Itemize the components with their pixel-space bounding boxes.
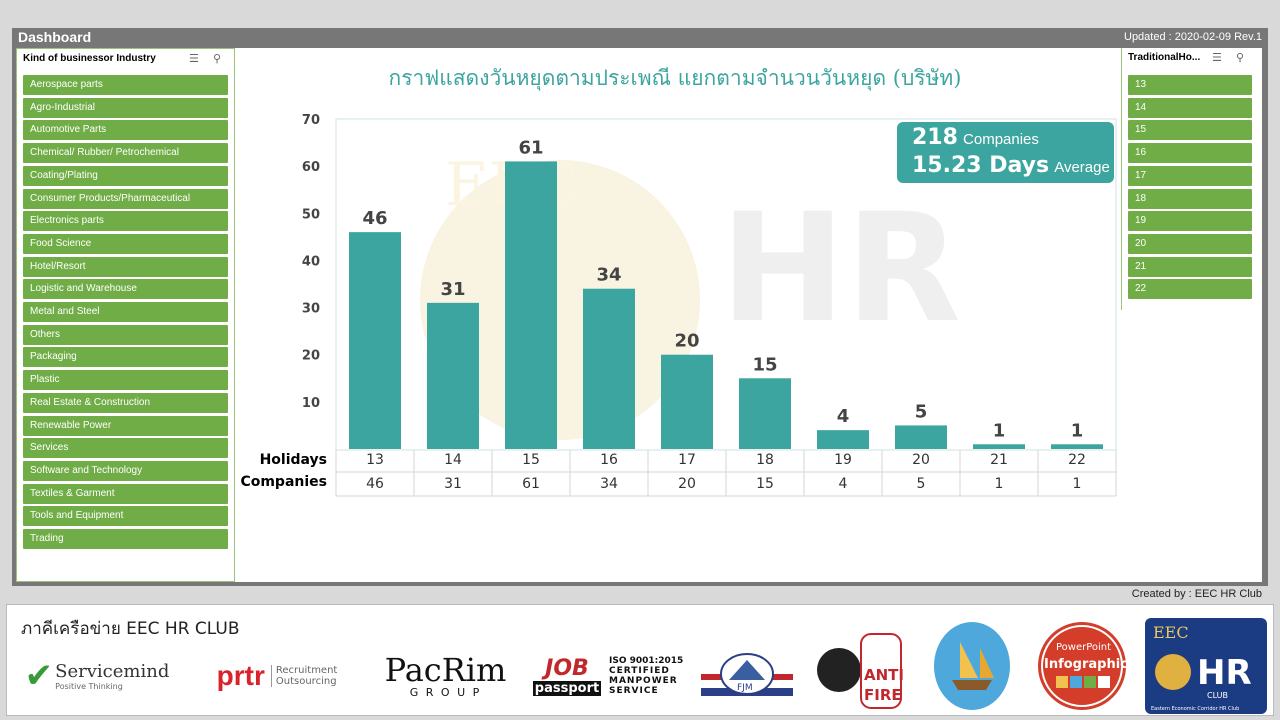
pacrim-logo: PacRim G R O U P bbox=[384, 650, 507, 699]
svg-text:CLUB: CLUB bbox=[1207, 691, 1228, 700]
eec-hr-club-logo: EEC HR CLUB Eastern Economic Corridor HR… bbox=[1145, 618, 1267, 714]
industry-item[interactable]: Automotive Parts bbox=[23, 120, 228, 141]
anti-fire-logo: ANTI FIRE bbox=[807, 633, 907, 709]
companies-cell: 34 bbox=[600, 476, 618, 492]
stats-box: 218 Companies 15.23 Days Average bbox=[897, 122, 1114, 183]
holiday-cell: 18 bbox=[756, 452, 774, 468]
top-strip bbox=[0, 0, 1280, 28]
servicemind-logo: ✔ Servicemind Positive Thinking bbox=[24, 656, 170, 696]
companies-cell: 61 bbox=[522, 476, 540, 492]
holiday-cell: 20 bbox=[912, 452, 930, 468]
title-bar: Dashboard Updated : 2020-02-09 Rev.1 bbox=[12, 28, 1268, 48]
holiday-cell: 19 bbox=[834, 452, 852, 468]
holiday-item[interactable]: 15 bbox=[1128, 120, 1252, 141]
industry-item[interactable]: Metal and Steel bbox=[23, 302, 228, 322]
industry-item[interactable]: Tools and Equipment bbox=[23, 506, 228, 527]
companies-row-label: Companies bbox=[240, 474, 327, 490]
industry-item[interactable]: Coating/Plating bbox=[23, 165, 228, 186]
svg-text:FIRE: FIRE bbox=[864, 686, 902, 704]
companies-cell: 1 bbox=[1072, 476, 1082, 492]
holiday-item[interactable]: 22 bbox=[1128, 279, 1252, 300]
partner-footer: ภาคีเครือข่าย EEC HR CLUB ✔ Servicemind … bbox=[6, 604, 1274, 716]
companies-cell: 5 bbox=[916, 476, 926, 492]
holiday-cell: 16 bbox=[600, 452, 618, 468]
industry-item[interactable]: Hotel/Resort bbox=[23, 256, 228, 277]
holiday-item[interactable]: 20 bbox=[1128, 233, 1252, 254]
companies-count: 218 bbox=[912, 125, 958, 150]
average-label: Average bbox=[1054, 159, 1110, 176]
industry-item[interactable]: Plastic bbox=[23, 370, 228, 391]
holiday-item[interactable]: 16 bbox=[1128, 143, 1252, 164]
industry-item[interactable]: Software and Technology bbox=[23, 460, 228, 481]
industry-item[interactable]: Real Estate & Construction bbox=[23, 392, 228, 413]
footer-title: ภาคีเครือข่าย EEC HR CLUB bbox=[21, 619, 240, 639]
holiday-cell: 17 bbox=[678, 452, 696, 468]
holiday-item[interactable]: 14 bbox=[1128, 97, 1252, 118]
clear-filter-icon[interactable]: ⚲ bbox=[213, 52, 222, 65]
svg-text:FJM: FJM bbox=[737, 683, 753, 693]
industry-item[interactable]: Trading bbox=[23, 529, 228, 549]
multi-select-icon[interactable]: ☰ bbox=[189, 52, 199, 65]
holiday-item[interactable]: 18 bbox=[1128, 188, 1252, 209]
industry-item[interactable]: Services bbox=[23, 438, 228, 459]
holidays-row-label: Holidays bbox=[259, 452, 327, 468]
holiday-item[interactable]: 21 bbox=[1128, 256, 1252, 277]
updated-label: Updated : 2020-02-09 Rev.1 bbox=[1124, 31, 1262, 43]
svg-text:HR: HR bbox=[1197, 653, 1252, 693]
checkmark-icon: ✔ bbox=[24, 656, 54, 696]
industry-item[interactable]: Renewable Power bbox=[23, 415, 228, 436]
chart-title: กราฟแสดงวันหยุดตามประเพณี แยกตามจำนวนวัน… bbox=[388, 66, 962, 90]
svg-text:ANTI: ANTI bbox=[864, 666, 904, 684]
industry-slicer-title: Kind of businessor Industry bbox=[23, 53, 156, 64]
industry-item[interactable]: Electronics parts bbox=[23, 211, 228, 232]
industry-item[interactable]: Food Science bbox=[23, 233, 228, 254]
holiday-item[interactable]: 13 bbox=[1128, 75, 1252, 95]
industry-item[interactable]: Chemical/ Rubber/ Petrochemical bbox=[23, 143, 228, 164]
fjm-logo: FJM bbox=[697, 645, 797, 707]
svg-text:Infographic: Infographic bbox=[1044, 657, 1128, 672]
iso-certification: ISO 9001:2015 CERTIFIED MANPOWER SERVICE bbox=[609, 656, 684, 696]
holiday-slicer: TraditionalHo... ☰ ⚲ 13 14 15 16 17 18 19 20 21 2… bbox=[1121, 48, 1258, 310]
holiday-item[interactable]: 17 bbox=[1128, 165, 1252, 186]
dashboard-title: Dashboard bbox=[18, 29, 92, 45]
average-days: 15.23 Days bbox=[912, 153, 1050, 178]
created-by: Created by : EEC HR Club bbox=[1131, 588, 1262, 600]
svg-text:Eastern Economic Corridor HR C: Eastern Economic Corridor HR Club bbox=[1151, 706, 1239, 712]
ship-logo bbox=[922, 622, 1022, 710]
companies-cell: 20 bbox=[678, 476, 696, 492]
industry-item[interactable]: Consumer Products/Pharmaceutical bbox=[23, 188, 228, 209]
svg-text:EEC: EEC bbox=[1153, 623, 1189, 642]
holiday-item[interactable]: 19 bbox=[1128, 211, 1252, 232]
multi-select-icon[interactable]: ☰ bbox=[1212, 51, 1222, 64]
holiday-cell: 22 bbox=[1068, 452, 1086, 468]
clear-filter-icon[interactable]: ⚲ bbox=[1236, 51, 1245, 64]
companies-cell: 1 bbox=[994, 476, 1004, 492]
companies-label: Companies bbox=[963, 131, 1039, 148]
industry-item[interactable]: Agro-Industrial bbox=[23, 97, 228, 118]
industry-item[interactable]: Others bbox=[23, 324, 228, 345]
industry-item[interactable]: Textiles & Garment bbox=[23, 483, 228, 504]
companies-cell: 46 bbox=[366, 476, 384, 492]
job-passport-logo: JOB passport bbox=[532, 656, 602, 696]
companies-cell: 15 bbox=[756, 476, 774, 492]
holiday-cell: 15 bbox=[522, 452, 540, 468]
holiday-cell: 21 bbox=[990, 452, 1008, 468]
industry-item[interactable]: Aerospace parts bbox=[23, 75, 228, 95]
industry-item[interactable]: Packaging bbox=[23, 347, 228, 368]
svg-text:PowerPoint: PowerPoint bbox=[1056, 642, 1111, 653]
holiday-slicer-title: TraditionalHo... bbox=[1128, 52, 1201, 63]
industry-slicer: Kind of businessor Industry ☰ ⚲ Aerospac… bbox=[16, 48, 235, 582]
holiday-cell: 13 bbox=[366, 452, 384, 468]
holiday-cell: 14 bbox=[444, 452, 462, 468]
companies-cell: 31 bbox=[444, 476, 462, 492]
powerpoint-infographic-logo: PowerPoint Infographic bbox=[1027, 622, 1137, 710]
companies-cell: 4 bbox=[838, 476, 848, 492]
industry-item[interactable]: Logistic and Warehouse bbox=[23, 279, 228, 300]
prtr-logo: prtr Recruitment Outsourcing bbox=[216, 660, 338, 691]
